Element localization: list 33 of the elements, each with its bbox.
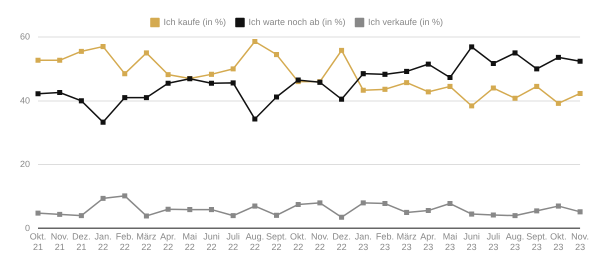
x-tick-label: Apr. 22 — [160, 231, 176, 252]
x-tick-label: Okt. 23 — [550, 231, 567, 252]
x-tick-label: Mai 23 — [442, 231, 458, 252]
x-tick-label: Juli 23 — [486, 231, 500, 252]
legend-label: Ich verkaufe (in %) — [368, 16, 444, 27]
x-tick-label: Juni 23 — [463, 231, 480, 252]
x-tick-label: Aug. 22 — [246, 231, 264, 252]
x-tick-label: Feb. 22 — [116, 231, 134, 252]
x-tick-label: März 22 — [136, 231, 157, 252]
y-tick-label: 0 — [24, 222, 30, 233]
y-tick-label: 60 — [20, 31, 30, 42]
x-tick-label: Juni 22 — [203, 231, 220, 252]
x-tick-label: Jan. 22 — [94, 231, 112, 252]
x-tick-label: Okt. 21 — [30, 231, 46, 252]
legend-label: Ich kaufe (in %) — [163, 16, 226, 27]
x-tick-label: März 23 — [396, 231, 418, 252]
x-tick-label: Feb. 23 — [376, 231, 394, 252]
x-tick-label: Dez. 21 — [72, 231, 91, 252]
y-tick-label: 40 — [20, 95, 30, 106]
y-tick-label: 20 — [20, 159, 30, 170]
x-tick-label: Jan. 23 — [354, 231, 372, 252]
x-tick-label: Juli 22 — [226, 231, 240, 252]
x-tick-label: Apr. 23 — [420, 231, 436, 252]
x-tick-label: Okt. 22 — [290, 231, 306, 252]
x-tick-label: Sept. 22 — [266, 231, 288, 252]
x-tick-label: Dez. 22 — [332, 231, 351, 252]
x-tick-label: Nov. 21 — [50, 231, 69, 252]
x-tick-label: Mai 22 — [182, 231, 198, 252]
x-tick-label: Nov. 23 — [571, 231, 590, 252]
x-tick-label: Aug. 23 — [506, 231, 524, 252]
legend-label: Ich warte noch ab (in %) — [248, 16, 346, 27]
x-tick-label: Nov. 22 — [310, 231, 329, 252]
x-tick-label: Sept. 23 — [526, 231, 548, 252]
